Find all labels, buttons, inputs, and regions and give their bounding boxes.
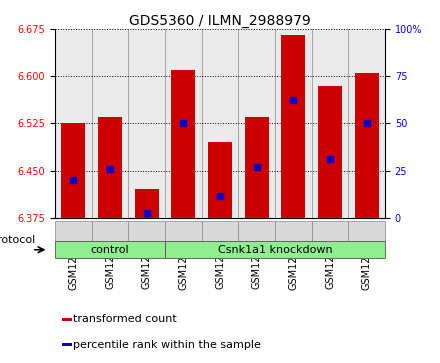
Bar <box>165 241 385 258</box>
Bar <box>282 35 305 218</box>
Text: control: control <box>91 245 129 256</box>
Bar <box>62 343 72 346</box>
Bar <box>92 221 128 241</box>
Bar <box>275 221 312 241</box>
Point <box>326 156 334 162</box>
Bar <box>165 221 202 241</box>
Bar <box>55 221 92 241</box>
Bar <box>202 221 238 241</box>
Bar <box>355 73 378 218</box>
Bar <box>318 86 342 218</box>
Bar <box>128 29 165 218</box>
Bar <box>98 117 122 218</box>
Point <box>290 97 297 103</box>
Text: transformed count: transformed count <box>73 314 177 324</box>
Point <box>106 167 114 172</box>
Bar <box>55 241 165 258</box>
Text: protocol: protocol <box>0 234 35 245</box>
Bar <box>312 221 348 241</box>
Bar <box>238 221 275 241</box>
Point <box>180 121 187 126</box>
Point <box>363 121 370 126</box>
Bar <box>202 29 238 218</box>
Bar <box>208 142 232 218</box>
Bar <box>245 117 268 218</box>
Bar <box>275 29 312 218</box>
Point <box>253 164 260 170</box>
Bar <box>55 29 92 218</box>
Text: Csnk1a1 knockdown: Csnk1a1 knockdown <box>218 245 332 256</box>
Bar <box>238 29 275 218</box>
Bar <box>62 123 85 218</box>
Point <box>216 193 224 199</box>
Bar <box>348 221 385 241</box>
Bar <box>128 221 165 241</box>
Bar <box>165 29 202 218</box>
Bar <box>135 189 158 218</box>
Bar <box>348 29 385 218</box>
Text: percentile rank within the sample: percentile rank within the sample <box>73 339 261 350</box>
Bar <box>62 318 72 321</box>
Point <box>70 177 77 183</box>
Bar <box>92 29 128 218</box>
Point <box>143 210 150 216</box>
Bar <box>172 70 195 218</box>
Title: GDS5360 / ILMN_2988979: GDS5360 / ILMN_2988979 <box>129 14 311 28</box>
Bar <box>312 29 348 218</box>
